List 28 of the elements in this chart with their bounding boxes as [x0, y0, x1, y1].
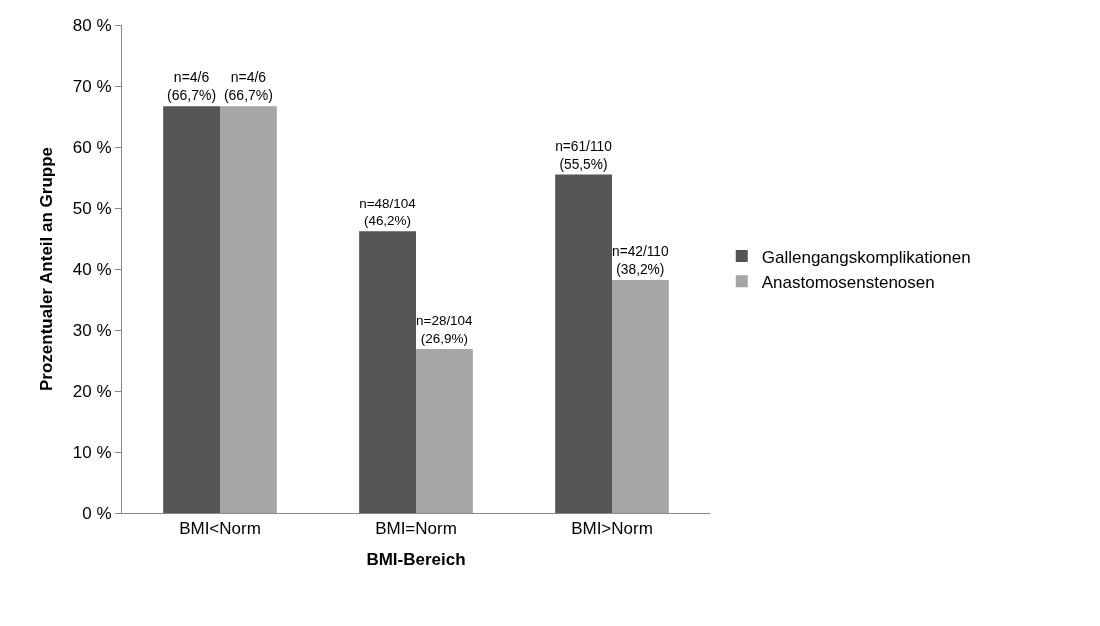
- bar: [163, 106, 220, 513]
- x-tick-label: BMI>Norm: [571, 519, 653, 539]
- x-axis-title: BMI-Bereich: [366, 549, 466, 569]
- bar: [555, 174, 612, 513]
- y-tick-label: 70 %: [72, 76, 112, 96]
- legend-label: Gallengangskomplikationen: [761, 247, 971, 267]
- bar: [359, 231, 416, 513]
- data-label: n=4/6 (66,7%): [167, 68, 217, 104]
- data-label: n=61/110 (55,5%): [555, 138, 613, 172]
- y-tick-label: 0 %: [82, 503, 112, 523]
- x-tick-label: BMI<Norm: [179, 519, 261, 539]
- y-tick-label: 60 %: [72, 137, 112, 157]
- bar: [416, 348, 473, 513]
- data-label: n=42/110 (38,2%): [612, 244, 669, 278]
- y-tick-label: 30 %: [72, 320, 112, 340]
- y-tick-label: 50 %: [72, 198, 112, 218]
- y-tick-label: 10 %: [72, 442, 112, 462]
- y-tick-label: 40 %: [72, 259, 112, 279]
- bar: [220, 106, 277, 513]
- data-label: n=4/6 (66,7%): [223, 68, 273, 104]
- y-tick-label: 20 %: [72, 381, 112, 401]
- legend-label: Anastomosenstenosen: [761, 272, 935, 292]
- y-axis-title: Prozentualer Anteil an Gruppe: [37, 146, 57, 392]
- data-label: n=48/104 (46,2%): [359, 195, 417, 229]
- data-label: n=28/104 (26,9%): [416, 313, 474, 347]
- bar: [612, 279, 669, 513]
- y-tick-label: 80 %: [72, 15, 112, 35]
- x-tick-label: BMI=Norm: [375, 519, 457, 539]
